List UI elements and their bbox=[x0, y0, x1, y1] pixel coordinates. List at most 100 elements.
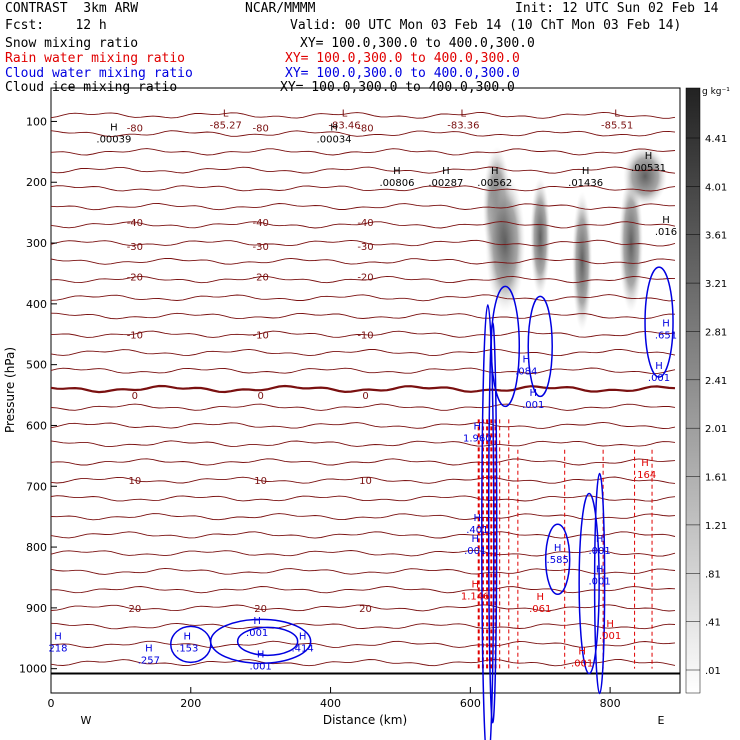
extrema-labels: L-85.27L-83.46L-83.36L-85.51H.00039H.000… bbox=[48, 108, 677, 672]
temperature-label: 20 bbox=[254, 604, 267, 615]
temperature-line-23 bbox=[50, 531, 676, 539]
temperature-label: 0 bbox=[132, 391, 138, 402]
extrema-marker: H bbox=[471, 580, 479, 591]
extrema-value: 218 bbox=[48, 643, 67, 654]
field-rain-xy: XY= 100.0,300.0 to 400.0,300.0 bbox=[285, 51, 520, 66]
extrema-marker: H bbox=[645, 151, 653, 162]
temperature-label: -20 bbox=[127, 272, 143, 283]
extrema-marker: H bbox=[257, 650, 265, 661]
temperature-line-11 bbox=[50, 312, 676, 320]
extrema-marker: H bbox=[474, 422, 482, 433]
x-axis-ticks: 0 200 400 600 800 bbox=[48, 687, 621, 710]
x-tick-label: 800 bbox=[600, 697, 621, 710]
temperature-label: -30 bbox=[127, 242, 143, 253]
temperature-label: -80 bbox=[127, 124, 143, 135]
colorbar-tick-label: .81 bbox=[705, 569, 721, 580]
colorbar-tick-label: 3.21 bbox=[705, 279, 727, 290]
extrema-value: -85.51 bbox=[601, 120, 633, 131]
extrema-value: .651 bbox=[655, 330, 677, 341]
temperature-label: -40 bbox=[357, 218, 373, 229]
extrema-value: .061 bbox=[529, 604, 551, 615]
snow-plume-5 bbox=[623, 146, 668, 207]
extrema-value: .016 bbox=[655, 227, 677, 238]
y-tick-label: 400 bbox=[26, 298, 47, 311]
temperature-line-16 bbox=[50, 403, 676, 411]
extrema-value: 1.146 bbox=[461, 592, 490, 603]
temperature-label: -20 bbox=[357, 272, 373, 283]
extrema-value: .401 bbox=[466, 525, 488, 536]
temperature-label: -10 bbox=[357, 330, 373, 341]
temperature-label: 10 bbox=[128, 476, 141, 487]
extrema-value: .001 bbox=[599, 631, 621, 642]
x-axis-label: Distance (km) bbox=[323, 713, 407, 727]
cloud-water-contour-3 bbox=[527, 295, 553, 398]
y-tick-label: 100 bbox=[26, 115, 47, 128]
cloud-water-contour-6 bbox=[578, 492, 600, 675]
temperature-line-26 bbox=[50, 585, 676, 594]
cloud-water-contour-0 bbox=[481, 304, 495, 740]
temperature-line-21 bbox=[50, 495, 676, 502]
extrema-marker: H bbox=[471, 534, 479, 545]
extrema-marker: H bbox=[474, 513, 482, 524]
colorbar-tick-label: .01 bbox=[705, 666, 721, 677]
rain-contours bbox=[477, 419, 653, 669]
extrema-marker: H bbox=[330, 122, 338, 133]
temperature-line-14 bbox=[50, 367, 676, 375]
extrema-value: .585 bbox=[547, 555, 569, 566]
field-cloudwater-name: Cloud water mixing ratio bbox=[5, 66, 193, 81]
extrema-value: .01436 bbox=[568, 178, 603, 189]
extrema-marker: H bbox=[110, 122, 118, 133]
extrema-marker: H bbox=[655, 361, 663, 372]
y-tick-label: 200 bbox=[26, 176, 47, 189]
cloud-water-contour-5 bbox=[544, 523, 571, 595]
temperature-line-30 bbox=[50, 658, 676, 667]
field-cloudwater-xy: XY= 100.0,300.0 to 400.0,300.0 bbox=[285, 66, 520, 81]
model-title: CONTRAST 3km ARW bbox=[5, 1, 139, 16]
colorbar-tick-label: 2.01 bbox=[705, 424, 727, 435]
extrema-marker: H bbox=[582, 166, 590, 177]
temperature-line-29 bbox=[50, 640, 676, 648]
temperature-line-17 bbox=[50, 421, 676, 429]
extrema-marker: H bbox=[145, 644, 153, 655]
extrema-value: .00531 bbox=[631, 163, 666, 174]
extrema-value: .001 bbox=[588, 546, 610, 557]
temperature-label: -10 bbox=[252, 330, 268, 341]
extrema-marker: H bbox=[54, 631, 62, 642]
extrema-marker: H bbox=[662, 318, 670, 329]
extrema-value: -83.46 bbox=[328, 120, 360, 131]
west-label: W bbox=[81, 714, 92, 727]
temperature-line-8 bbox=[50, 257, 676, 265]
extrema-marker: H bbox=[662, 215, 670, 226]
temperature-line-1 bbox=[50, 130, 676, 138]
field-snow-xy: XY= 100.0,300.0 to 400.0,300.0 bbox=[300, 36, 535, 51]
temperature-label: 20 bbox=[128, 604, 141, 615]
temperature-line-4 bbox=[50, 185, 676, 192]
temperature-line-25 bbox=[50, 567, 676, 575]
temperature-line-24 bbox=[50, 549, 676, 557]
y-tick-label: 500 bbox=[26, 359, 47, 372]
cloud-water-contour-10 bbox=[170, 625, 212, 664]
extrema-marker: L bbox=[461, 108, 467, 119]
extrema-marker: H bbox=[596, 565, 604, 576]
extrema-marker: H bbox=[299, 631, 307, 642]
temperature-line-13 bbox=[50, 348, 676, 357]
temperature-line-10 bbox=[50, 294, 676, 302]
cloud-water-contour-4 bbox=[644, 266, 674, 378]
colorbar-tick-label: .41 bbox=[705, 618, 721, 629]
extrema-marker: H bbox=[554, 543, 562, 554]
temperature-label: -30 bbox=[252, 242, 268, 253]
extrema-value: .00039 bbox=[96, 134, 131, 145]
temperature-label: -10 bbox=[127, 330, 143, 341]
extrema-value: .001 bbox=[648, 373, 670, 384]
temperature-contours: -80 -80 -80 -40 -40 -40 -30 -30 -30 -20 -20 -20 -10 -… bbox=[50, 111, 680, 675]
y-tick-label: 900 bbox=[26, 602, 47, 615]
extrema-marker: H bbox=[606, 619, 614, 630]
extrema-marker: H bbox=[184, 631, 192, 642]
extrema-value: .414 bbox=[291, 643, 313, 654]
temperature-line-19 bbox=[50, 458, 676, 466]
extrema-marker: H bbox=[536, 592, 544, 603]
east-label: E bbox=[658, 714, 665, 727]
temperature-line-27 bbox=[50, 604, 676, 612]
temperature-label: -20 bbox=[252, 272, 268, 283]
extrema-value: .001 bbox=[246, 628, 268, 639]
